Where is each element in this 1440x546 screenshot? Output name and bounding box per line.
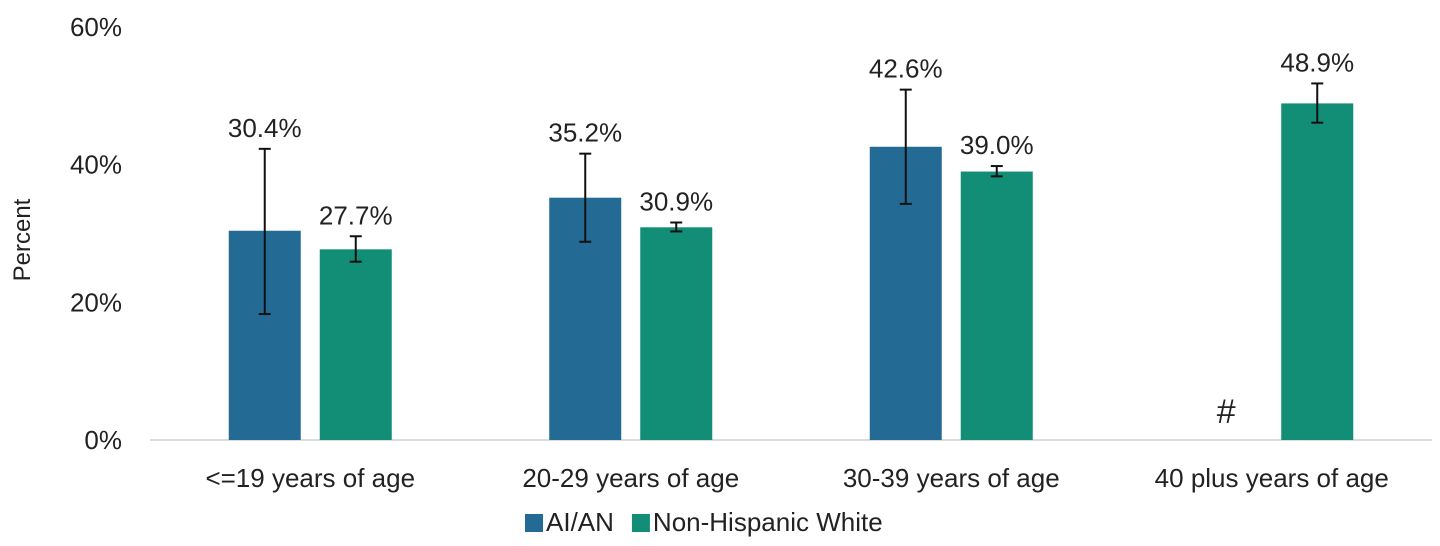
bar bbox=[319, 249, 392, 440]
bar bbox=[640, 227, 713, 440]
y-tick-label: 20% bbox=[70, 287, 122, 317]
suppressed-marker: # bbox=[1217, 393, 1236, 431]
bar bbox=[1281, 103, 1354, 440]
x-tick-label: 40 plus years of age bbox=[1155, 463, 1389, 493]
y-tick-label: 60% bbox=[70, 12, 122, 42]
data-label: 27.7% bbox=[319, 200, 393, 230]
legend-label: AI/AN bbox=[546, 507, 614, 537]
data-label: 48.9% bbox=[1280, 47, 1354, 77]
x-tick-label: 30-39 years of age bbox=[843, 463, 1060, 493]
data-label: 30.9% bbox=[639, 186, 713, 216]
data-label: 30.4% bbox=[228, 113, 302, 143]
bar bbox=[960, 171, 1033, 441]
legend-swatch bbox=[525, 514, 543, 532]
legend-swatch bbox=[631, 514, 650, 532]
data-label: 39.0% bbox=[960, 130, 1034, 160]
x-tick-label: 20-29 years of age bbox=[522, 463, 739, 493]
legend: AI/AN Non-Hispanic White bbox=[525, 507, 883, 537]
data-label: 35.2% bbox=[548, 118, 622, 148]
y-axis-title: Percent bbox=[9, 198, 36, 281]
data-label: 42.6% bbox=[869, 54, 943, 84]
y-tick-label: 40% bbox=[70, 150, 122, 180]
legend-label: Non-Hispanic White bbox=[653, 507, 883, 537]
y-tick-label: 0% bbox=[84, 425, 122, 455]
x-tick-label: <=19 years of age bbox=[205, 463, 415, 493]
